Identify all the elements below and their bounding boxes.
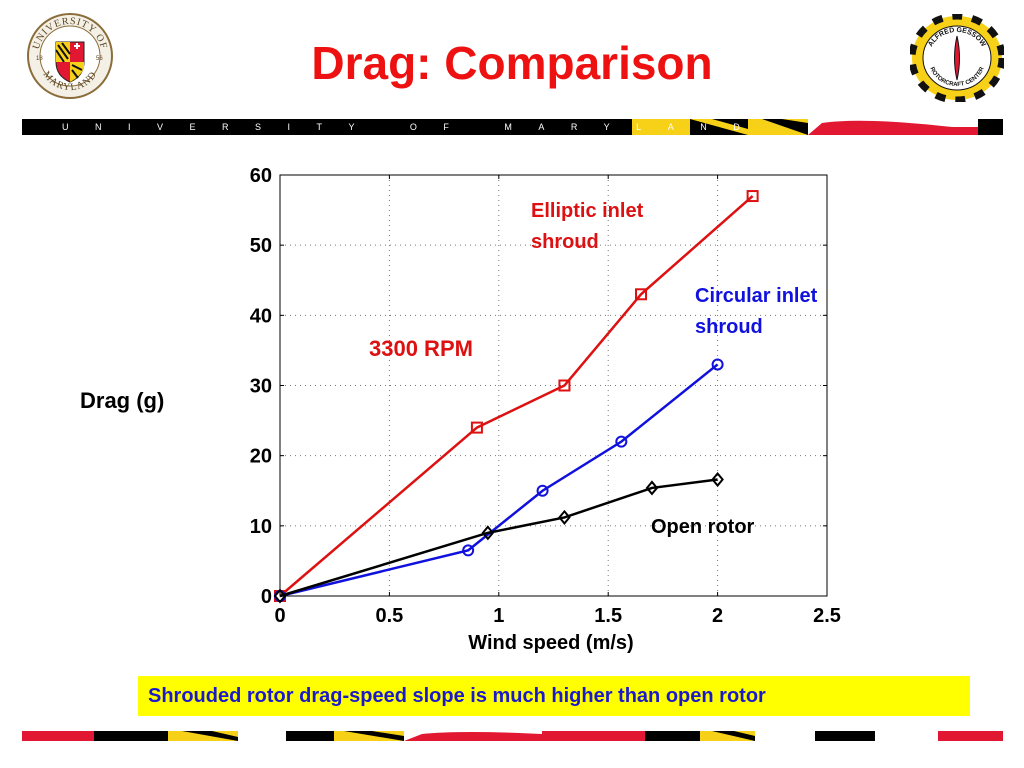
umd-seal-year-left: 18 <box>36 56 43 62</box>
y-axis-ticks: 0 10 20 30 40 50 60 <box>250 165 827 608</box>
y-tick-label: 10 <box>250 516 272 538</box>
circular-label-line-2: shroud <box>695 316 763 338</box>
data-point-open <box>481 525 495 541</box>
umd-seal-year-right: 56 <box>96 56 103 62</box>
series-label-circular: Circular inlet shroud <box>695 285 823 338</box>
data-point-circular <box>536 484 549 497</box>
slide-title: Drag: Comparison <box>311 37 713 89</box>
x-tick-label: 1.5 <box>594 605 622 627</box>
series-line-circular <box>279 363 719 598</box>
grid-lines <box>280 175 827 596</box>
data-point-open <box>645 480 659 496</box>
y-axis-label: Drag (g) <box>80 388 164 413</box>
rotorcraft-center-logo: ALFRED GESSOW ROTORCRAFT CENTER <box>910 14 1004 102</box>
university-banner-text: UNIVERSITY OF MARYLAND <box>62 122 767 132</box>
x-tick-label: 2 <box>712 605 723 627</box>
elliptic-label-line-1: Elliptic inlet <box>531 200 644 222</box>
data-point-open <box>558 509 571 525</box>
series-label-elliptic: Elliptic inlet shroud <box>531 200 649 253</box>
data-series <box>273 190 759 604</box>
university-banner-bar <box>22 119 1003 135</box>
x-tick-label: 0.5 <box>375 605 403 627</box>
y-tick-label: 20 <box>250 446 272 468</box>
x-tick-label: 0 <box>274 605 285 627</box>
data-point-open <box>273 588 287 604</box>
conclusion-text: Shrouded rotor drag-speed slope is much … <box>148 685 766 707</box>
y-tick-label: 60 <box>250 165 272 187</box>
series-line-open <box>279 478 718 598</box>
y-tick-label: 30 <box>250 376 272 398</box>
conclusion-highlight-box <box>138 676 970 716</box>
series-label-open-rotor: Open rotor <box>651 516 755 538</box>
data-point-elliptic <box>635 288 648 301</box>
y-tick-label: 0 <box>261 586 272 608</box>
series-line-elliptic <box>279 195 754 597</box>
maryland-shield-icon <box>55 41 85 83</box>
data-point-circular <box>711 358 724 371</box>
rotor-blade-icon <box>954 35 960 81</box>
elliptic-label-line-2: shroud <box>531 231 599 253</box>
data-point-elliptic <box>470 421 483 434</box>
umd-seal-logo: UNIVERSITY OF MARYLAND 18 56 <box>27 13 113 99</box>
data-point-elliptic <box>746 190 759 203</box>
data-point-circular <box>462 544 475 557</box>
data-point-elliptic <box>558 379 571 392</box>
data-point-open <box>711 471 724 488</box>
circular-label-line-1: Circular inlet <box>695 285 818 307</box>
x-axis-ticks: 0 0.5 1 1.5 2 2.5 <box>274 175 841 627</box>
bottom-banner-bar <box>22 731 1003 741</box>
x-tick-label: 2.5 <box>813 605 841 627</box>
y-tick-label: 40 <box>250 305 272 327</box>
rpm-annotation: 3300 RPM <box>369 336 473 361</box>
data-point-circular <box>615 435 628 448</box>
x-tick-label: 1 <box>493 605 504 627</box>
y-tick-label: 50 <box>250 235 272 257</box>
x-axis-label: Wind speed (m/s) <box>468 632 633 654</box>
